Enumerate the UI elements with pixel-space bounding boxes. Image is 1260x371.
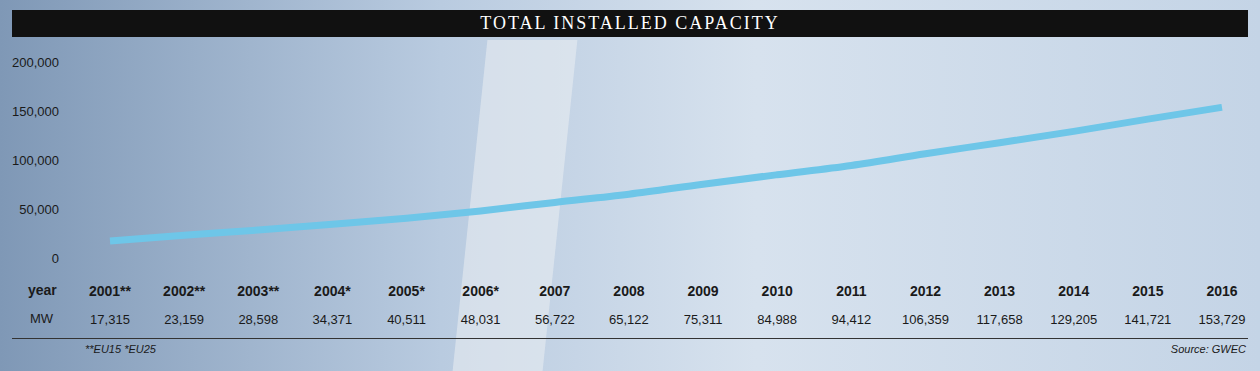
svg-text:2009: 2009: [687, 283, 718, 299]
svg-text:94,412: 94,412: [831, 312, 871, 327]
svg-text:141,721: 141,721: [1124, 312, 1171, 327]
svg-text:150,000: 150,000: [12, 104, 59, 119]
svg-text:2011: 2011: [836, 283, 867, 299]
svg-text:2001**: 2001**: [89, 283, 132, 299]
svg-text:50,000: 50,000: [19, 202, 59, 217]
svg-text:2015: 2015: [1132, 283, 1163, 299]
svg-text:56,722: 56,722: [535, 312, 575, 327]
svg-text:2013: 2013: [984, 283, 1015, 299]
svg-text:2003**: 2003**: [237, 283, 280, 299]
svg-text:17,315: 17,315: [90, 312, 130, 327]
svg-text:75,311: 75,311: [684, 312, 723, 327]
html-text:**EU15 *EU25: **EU15 *EU25: [85, 343, 156, 355]
svg-text:2005*: 2005*: [388, 283, 425, 299]
svg-text:2006*: 2006*: [462, 283, 499, 299]
svg-text:106,359: 106,359: [902, 312, 949, 327]
svg-text:129,205: 129,205: [1050, 312, 1097, 327]
svg-text:2007: 2007: [539, 283, 570, 299]
svg-text:0: 0: [52, 251, 59, 266]
svg-text:2016: 2016: [1206, 283, 1237, 299]
html-text:year: year: [28, 282, 57, 298]
svg-text:153,729: 153,729: [1199, 312, 1246, 327]
svg-text:200,000: 200,000: [12, 55, 59, 70]
svg-text:2010: 2010: [762, 283, 793, 299]
svg-text:40,511: 40,511: [387, 312, 426, 327]
svg-text:2004*: 2004*: [314, 283, 351, 299]
svg-text:48,031: 48,031: [461, 312, 501, 327]
svg-text:100,000: 100,000: [12, 153, 59, 168]
svg-text:84,988: 84,988: [757, 312, 797, 327]
html-text:TOTAL INSTALLED CAPACITY: TOTAL INSTALLED CAPACITY: [480, 13, 780, 33]
svg-text:2014: 2014: [1058, 283, 1089, 299]
html-text:Source: GWEC: Source: GWEC: [1170, 343, 1246, 355]
svg-text:2008: 2008: [613, 283, 644, 299]
svg-text:117,658: 117,658: [977, 312, 1023, 327]
html-text:MW: MW: [30, 311, 54, 326]
svg-text:2012: 2012: [910, 283, 941, 299]
svg-text:23,159: 23,159: [164, 312, 204, 327]
svg-text:65,122: 65,122: [609, 312, 649, 327]
svg-text:34,371: 34,371: [313, 312, 353, 327]
svg-text:2002**: 2002**: [163, 283, 206, 299]
svg-text:28,598: 28,598: [238, 312, 278, 327]
